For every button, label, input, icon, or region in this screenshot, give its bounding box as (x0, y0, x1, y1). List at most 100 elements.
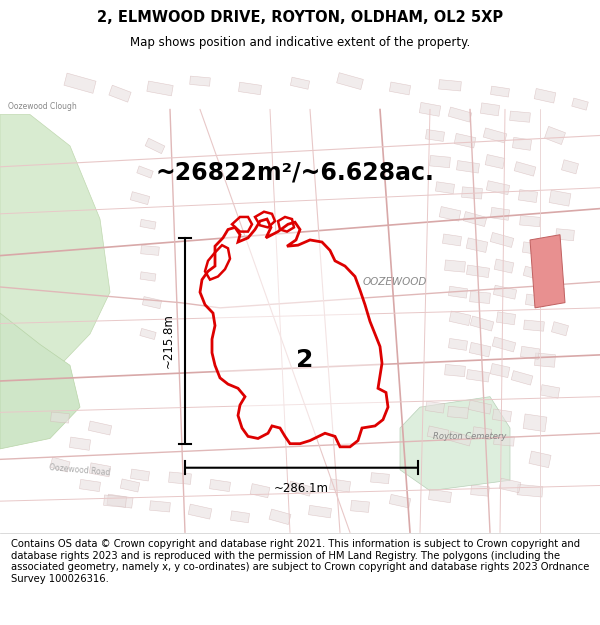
Polygon shape (556, 229, 574, 241)
Polygon shape (509, 111, 530, 123)
Polygon shape (551, 322, 569, 336)
Polygon shape (50, 412, 70, 423)
Polygon shape (463, 211, 487, 227)
Polygon shape (0, 313, 80, 449)
Polygon shape (470, 316, 494, 331)
Polygon shape (0, 114, 110, 366)
Polygon shape (389, 82, 410, 95)
Polygon shape (466, 265, 490, 278)
Polygon shape (238, 82, 262, 95)
Polygon shape (200, 219, 388, 447)
Polygon shape (520, 346, 539, 359)
Polygon shape (371, 472, 389, 484)
Polygon shape (493, 409, 512, 422)
Polygon shape (562, 160, 578, 174)
Polygon shape (250, 484, 270, 498)
Polygon shape (169, 472, 191, 484)
Polygon shape (448, 286, 467, 298)
Polygon shape (140, 328, 156, 339)
Polygon shape (524, 320, 544, 331)
Polygon shape (483, 128, 507, 143)
Polygon shape (470, 291, 490, 304)
Polygon shape (496, 312, 515, 325)
Polygon shape (400, 397, 510, 491)
Polygon shape (190, 76, 211, 86)
Polygon shape (534, 89, 556, 103)
Polygon shape (337, 72, 364, 89)
Polygon shape (535, 353, 556, 367)
Polygon shape (50, 457, 70, 472)
Polygon shape (439, 79, 461, 91)
Polygon shape (466, 238, 488, 252)
Polygon shape (448, 431, 472, 446)
Polygon shape (469, 342, 491, 357)
Polygon shape (88, 421, 112, 435)
Polygon shape (70, 437, 91, 451)
Polygon shape (472, 427, 491, 440)
Text: ~215.8m: ~215.8m (162, 313, 175, 368)
Text: ~26822m²/~6.628ac.: ~26822m²/~6.628ac. (155, 160, 434, 184)
Polygon shape (230, 511, 250, 522)
Polygon shape (493, 285, 517, 299)
Polygon shape (64, 73, 96, 93)
Polygon shape (149, 501, 170, 512)
Polygon shape (490, 364, 510, 378)
Polygon shape (269, 509, 291, 524)
Polygon shape (120, 479, 140, 492)
Polygon shape (89, 463, 111, 477)
Polygon shape (490, 232, 514, 248)
Polygon shape (454, 133, 476, 148)
Polygon shape (288, 481, 312, 496)
Polygon shape (517, 484, 543, 497)
Text: Oozewood Clough: Oozewood Clough (8, 102, 76, 111)
Polygon shape (494, 435, 514, 446)
Polygon shape (308, 506, 332, 518)
Text: Map shows position and indicative extent of the property.: Map shows position and indicative extent… (130, 36, 470, 49)
Polygon shape (130, 469, 149, 481)
Polygon shape (350, 501, 370, 512)
Polygon shape (425, 129, 445, 141)
Polygon shape (530, 235, 565, 308)
Polygon shape (140, 219, 156, 229)
Polygon shape (544, 126, 566, 144)
Polygon shape (572, 98, 588, 110)
Polygon shape (549, 190, 571, 206)
Polygon shape (130, 192, 150, 204)
Polygon shape (518, 189, 538, 202)
Polygon shape (329, 479, 350, 492)
Polygon shape (109, 85, 131, 102)
Polygon shape (142, 297, 161, 309)
Polygon shape (499, 478, 521, 492)
Polygon shape (104, 495, 127, 508)
Polygon shape (540, 384, 560, 398)
Polygon shape (439, 206, 461, 221)
Text: ~286.1m: ~286.1m (274, 482, 329, 496)
Text: Royton Cemetery: Royton Cemetery (433, 432, 506, 441)
Polygon shape (481, 103, 500, 116)
Polygon shape (520, 216, 541, 227)
Polygon shape (461, 187, 482, 199)
Text: Contains OS data © Crown copyright and database right 2021. This information is : Contains OS data © Crown copyright and d… (11, 539, 589, 584)
Polygon shape (79, 479, 101, 492)
Polygon shape (448, 107, 472, 122)
Polygon shape (494, 259, 514, 273)
Polygon shape (449, 311, 471, 326)
Polygon shape (425, 401, 445, 413)
Polygon shape (436, 182, 455, 194)
Polygon shape (137, 166, 153, 178)
Polygon shape (511, 371, 533, 385)
Polygon shape (526, 294, 545, 307)
Polygon shape (147, 81, 173, 96)
Polygon shape (523, 266, 545, 281)
Polygon shape (466, 369, 490, 382)
Polygon shape (492, 337, 516, 352)
Polygon shape (487, 181, 509, 195)
Polygon shape (107, 494, 133, 508)
Polygon shape (209, 479, 230, 492)
Polygon shape (145, 138, 165, 154)
Text: 2: 2 (296, 348, 314, 372)
Polygon shape (419, 102, 441, 116)
Polygon shape (469, 400, 491, 414)
Polygon shape (523, 242, 542, 255)
Polygon shape (545, 286, 565, 299)
